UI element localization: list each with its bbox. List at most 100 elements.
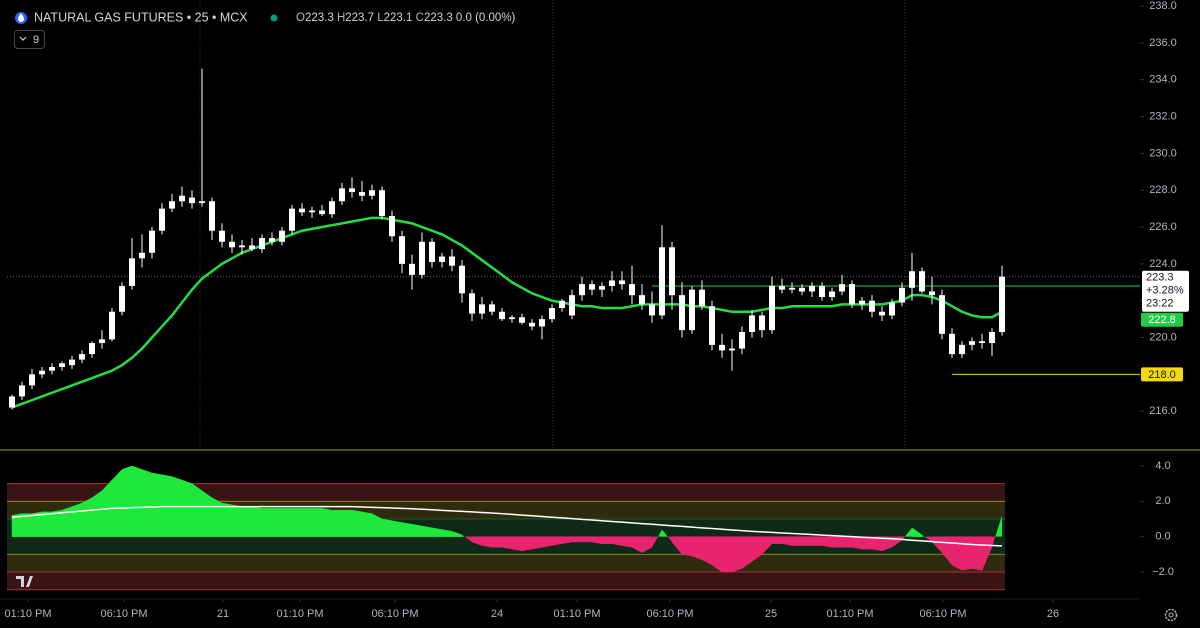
last-change: +3.28% bbox=[1146, 285, 1184, 297]
candle-body bbox=[559, 300, 565, 309]
y-tick-label: 220.0 bbox=[1149, 331, 1177, 343]
candle-body bbox=[269, 238, 275, 242]
osc-area bbox=[464, 536, 472, 542]
osc-area bbox=[701, 536, 713, 566]
band bbox=[7, 554, 1005, 573]
candle-body bbox=[119, 285, 125, 312]
candle-body bbox=[149, 230, 155, 253]
candle-body bbox=[479, 304, 485, 314]
osc-area bbox=[21, 513, 33, 537]
y-tick-label: 236.0 bbox=[1149, 37, 1177, 49]
osc-area bbox=[81, 497, 93, 537]
osc-area bbox=[131, 465, 143, 537]
osc-area bbox=[667, 536, 672, 542]
candle-body bbox=[809, 285, 815, 292]
osc-area bbox=[691, 536, 703, 560]
indicator-count: 9 bbox=[33, 34, 39, 46]
osc-area bbox=[241, 506, 253, 537]
candle-body bbox=[509, 317, 515, 320]
candle-body bbox=[709, 306, 715, 345]
candle-body bbox=[609, 280, 615, 286]
candle-body bbox=[989, 331, 995, 344]
indicator-toggle[interactable] bbox=[14, 30, 45, 49]
osc-area bbox=[161, 474, 173, 537]
candle-body bbox=[669, 247, 675, 296]
candle-body bbox=[229, 241, 235, 248]
y-tick-label: 0.0 bbox=[1155, 531, 1170, 543]
osc-area bbox=[301, 508, 313, 537]
candle-body bbox=[219, 230, 225, 242]
candle-body bbox=[659, 247, 665, 316]
osc-area bbox=[401, 522, 413, 537]
candle-body bbox=[909, 271, 915, 288]
level-tag-label: 218.0 bbox=[1148, 369, 1176, 381]
osc-area bbox=[541, 536, 553, 548]
chart-title[interactable]: NATURAL GAS FUTURES • 25 • MCX bbox=[34, 10, 248, 24]
x-tick-label: 24 bbox=[491, 608, 503, 620]
osc-area bbox=[995, 515, 1002, 537]
osc-area bbox=[992, 536, 996, 548]
candle-body bbox=[129, 258, 135, 286]
ohlc-value: 223.7 bbox=[345, 12, 374, 24]
candle-body bbox=[349, 188, 355, 193]
candle-body bbox=[869, 300, 875, 312]
candle-body bbox=[649, 304, 655, 316]
candle-body bbox=[949, 333, 955, 355]
osc-area bbox=[191, 483, 203, 537]
candle-body bbox=[969, 341, 975, 345]
candle-body bbox=[329, 201, 335, 215]
candle-body bbox=[499, 311, 505, 320]
osc-area bbox=[961, 536, 973, 571]
osc-area bbox=[91, 490, 103, 537]
candle-body bbox=[89, 343, 95, 355]
osc-area bbox=[481, 536, 493, 548]
osc-area bbox=[922, 534, 925, 537]
candle-body bbox=[199, 201, 205, 204]
countdown: 23:22 bbox=[1146, 298, 1174, 310]
osc-area bbox=[801, 536, 813, 546]
candle-body bbox=[299, 208, 305, 213]
osc-area bbox=[924, 536, 932, 542]
x-tick-label: 06:10 PM bbox=[646, 608, 693, 620]
ohlc-key: H bbox=[337, 12, 345, 24]
osc-area bbox=[531, 536, 543, 550]
settings-icon[interactable] bbox=[1164, 608, 1178, 622]
candle-body bbox=[749, 315, 755, 332]
osc-area bbox=[251, 506, 263, 537]
x-tick-label: 26 bbox=[1047, 608, 1059, 620]
osc-area bbox=[951, 536, 963, 571]
candle-body bbox=[69, 359, 75, 366]
y-tick-label: 224.0 bbox=[1149, 258, 1177, 270]
tv-logo[interactable] bbox=[16, 576, 33, 587]
candle-body bbox=[279, 230, 285, 242]
candle-body bbox=[789, 287, 795, 290]
market-status bbox=[270, 14, 278, 22]
x-tick-label: 01:10 PM bbox=[276, 608, 323, 620]
ohlc-value: 223.3 bbox=[305, 12, 334, 24]
y-tick-label: 226.0 bbox=[1149, 221, 1177, 233]
osc-area bbox=[181, 479, 193, 537]
osc-area bbox=[71, 502, 83, 537]
osc-area bbox=[581, 536, 593, 543]
candle-body bbox=[409, 263, 415, 275]
osc-area bbox=[321, 508, 333, 537]
osc-area bbox=[831, 536, 843, 548]
ohlc-key: C bbox=[416, 12, 424, 24]
y-tick-label: 230.0 bbox=[1149, 147, 1177, 159]
osc-area bbox=[821, 536, 833, 548]
osc-area bbox=[201, 490, 213, 537]
candle-body bbox=[359, 192, 365, 196]
candle-body bbox=[739, 331, 745, 349]
osc-area bbox=[551, 536, 563, 546]
candle-body bbox=[719, 344, 725, 351]
candle-body bbox=[999, 276, 1005, 332]
candle-body bbox=[689, 289, 695, 331]
chevron bbox=[19, 36, 27, 41]
osc-area bbox=[351, 509, 363, 537]
candle-body bbox=[159, 208, 165, 231]
osc-area bbox=[271, 508, 283, 537]
candle-body bbox=[599, 285, 605, 290]
candle-body bbox=[429, 241, 435, 263]
